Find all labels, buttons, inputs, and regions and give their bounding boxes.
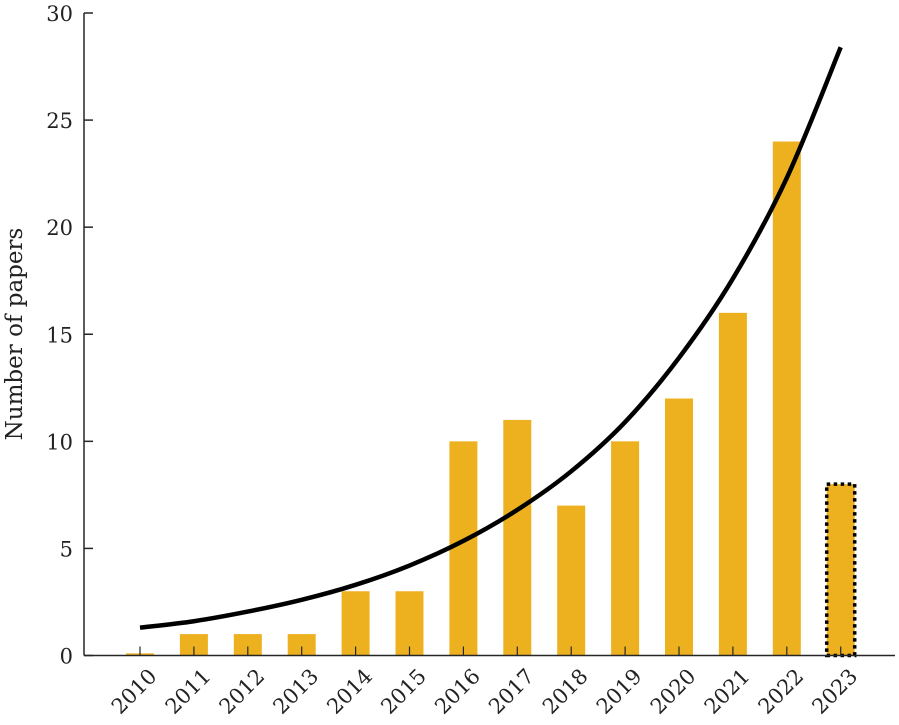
y-tick-label: 30 [46,2,73,26]
bars [126,141,857,658]
x-tick-label: 2017 [484,664,539,719]
y-tick-label: 0 [60,645,73,669]
y-axis-title: Number of papers [2,228,28,441]
bar-2012 [233,634,262,656]
x-tick-label: 2011 [161,664,216,719]
x-tick-label: 2015 [376,664,431,719]
y-tick-label: 10 [46,430,73,454]
y-tick-label: 25 [46,109,73,133]
bar-2018 [557,505,586,656]
bar-2021 [718,312,747,656]
x-tick-label: 2019 [592,664,647,719]
bar-2020 [665,398,693,656]
x-tick-label: 2018 [538,664,593,719]
x-tick-label: 2010 [107,664,162,719]
y-tick-label: 5 [60,537,73,561]
bar-2011 [179,634,208,656]
y-ticks: 0 5 10 15 20 25 30 [46,2,93,669]
x-tick-label: 2016 [430,664,485,719]
bar-2013 [287,634,316,656]
x-tick-label: 2020 [646,664,701,719]
y-tick-label: 15 [46,323,73,347]
bar-2022 [772,141,801,656]
x-tick-label: 2013 [268,664,323,719]
bar-2016 [449,441,478,656]
x-tick-label: 2023 [807,664,862,719]
trend-line [139,46,843,630]
x-tick-label: 2014 [322,664,377,719]
x-tick-label: 2021 [700,664,755,719]
x-tick-label: 2012 [215,664,270,719]
bar-2015 [395,591,424,656]
bar-2017 [503,419,532,656]
x-tick-label: 2022 [754,664,809,719]
y-tick-label: 20 [46,216,73,240]
bar-2019 [611,441,640,656]
bar-2014 [341,591,370,656]
x-ticks: 2010 2011 2012 2013 2014 2015 2016 2017 2018 2019… [107,646,862,719]
bar-2023 [824,482,857,658]
